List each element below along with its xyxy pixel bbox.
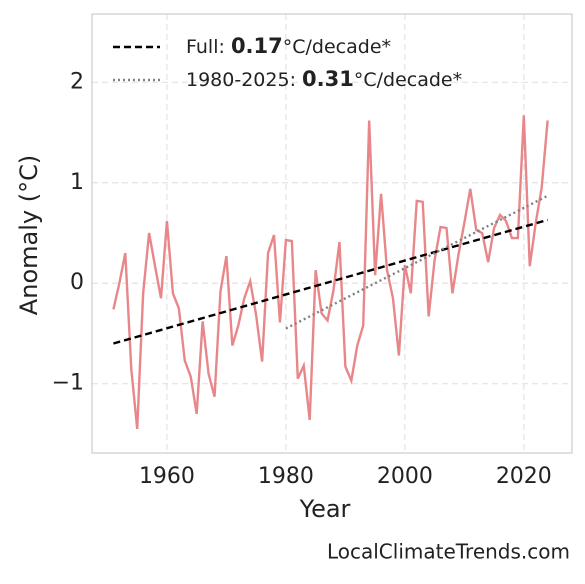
trend-line <box>113 218 548 345</box>
trend-line <box>285 194 549 330</box>
source: LocalClimateTrends.com <box>327 540 570 564</box>
y-tick-label: 1 <box>70 170 84 195</box>
legend-text-part: 1980-2025: <box>186 69 302 91</box>
legend-text-part: Full: <box>186 36 231 58</box>
x-axis-label: Year <box>299 495 351 523</box>
plot-frame <box>91 13 573 454</box>
x-tick-label: 1960 <box>139 464 195 489</box>
x-tick-label: 1980 <box>258 464 314 489</box>
y-tick-label: 0 <box>70 270 84 295</box>
legend-text-part: 0.17 <box>231 34 283 58</box>
x-tick-label: 2000 <box>377 464 433 489</box>
y-tick-label: −1 <box>52 371 84 396</box>
y-tick-label: 2 <box>70 69 84 94</box>
legend-label: 1980-2025: 0.31°C/decade* <box>186 67 462 91</box>
legend-text-part: °C/decade* <box>354 69 462 91</box>
y-axis-label: Anomaly (°C) <box>15 155 43 315</box>
legend-text-part: 0.31 <box>302 67 354 91</box>
x-tick-label: 2020 <box>496 464 552 489</box>
legend-text-part: °C/decade* <box>283 36 391 58</box>
legend-label: Full: 0.17°C/decade* <box>186 34 391 58</box>
